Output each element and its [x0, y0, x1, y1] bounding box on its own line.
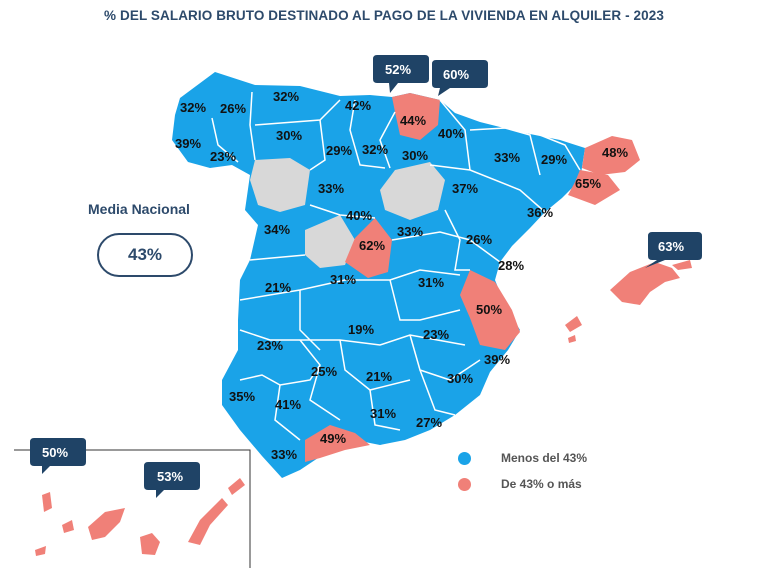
label-a-coruna: 32%: [180, 100, 206, 115]
label-toledo: 31%: [330, 272, 356, 287]
canarias-el-hierro: [35, 546, 46, 556]
label-lugo: 26%: [220, 101, 246, 116]
legend-blue-dot-icon: [458, 451, 471, 465]
callout-canarias-east: 53%: [144, 462, 200, 498]
label-castellon: 28%: [498, 258, 524, 273]
madrid-region: [345, 218, 392, 278]
valencia-region: [460, 270, 520, 350]
label-cadiz: 33%: [271, 447, 297, 462]
legend-red-dot-icon: [458, 477, 471, 491]
label-huesca: 33%: [494, 150, 520, 165]
label-almeria: 27%: [416, 415, 442, 430]
label-barcelona: 65%: [575, 176, 601, 191]
label-valladolid: 33%: [318, 181, 344, 196]
label-cordoba: 25%: [311, 364, 337, 379]
label-burgos: 32%: [362, 142, 388, 157]
canarias-lanzarote: [228, 478, 245, 495]
label-navarra: 40%: [438, 126, 464, 141]
label-ourense: 23%: [210, 149, 236, 164]
callout-baleares-value: 63%: [658, 239, 684, 254]
label-leon: 30%: [276, 128, 302, 143]
label-jaen: 21%: [366, 369, 392, 384]
girona-region: [582, 136, 640, 175]
label-badajoz: 23%: [257, 338, 283, 353]
label-cuenca: 31%: [418, 275, 444, 290]
label-girona: 48%: [602, 145, 628, 160]
label-alicante: 39%: [484, 352, 510, 367]
label-asturias: 32%: [273, 89, 299, 104]
baleares-mallorca: [610, 262, 680, 305]
label-lleida: 29%: [541, 152, 567, 167]
malaga-region: [305, 425, 370, 462]
legend-red-label: De 43% o más: [501, 477, 582, 491]
canarias-inset-border: [14, 449, 251, 568]
zamora-region: [250, 158, 310, 212]
legend-item-red: De 43% o más: [458, 477, 582, 491]
legend-blue-label: Menos del 43%: [501, 451, 588, 465]
label-ciudad-real: 19%: [348, 322, 374, 337]
baleares-formentera: [568, 335, 576, 343]
label-teruel: 26%: [466, 232, 492, 247]
canarias-la-gomera: [62, 520, 74, 533]
label-valencia: 50%: [476, 302, 502, 317]
label-cantabria: 42%: [345, 98, 371, 113]
baleares-ibiza: [565, 316, 582, 332]
label-granada: 31%: [370, 406, 396, 421]
callout-gipuzkoa-value: 60%: [443, 67, 469, 82]
label-tarragona: 36%: [527, 205, 553, 220]
soria-region: [380, 162, 445, 220]
label-murcia: 30%: [447, 371, 473, 386]
canarias-fuerteventura: [188, 498, 228, 545]
callout-baleares: 63%: [645, 232, 702, 268]
label-zaragoza: 37%: [452, 181, 478, 196]
callout-bizkaia: 52%: [373, 55, 429, 93]
label-pontevedra: 39%: [175, 136, 201, 151]
callout-gipuzkoa: 60%: [432, 60, 488, 96]
province-labels: 32% 26% 32% 42% 39% 23% 30% 29% 32% 44% …: [175, 89, 628, 462]
avila-region: [305, 215, 355, 268]
label-la-rioja: 30%: [402, 148, 428, 163]
label-sevilla: 41%: [275, 397, 301, 412]
canarias-gran-canaria: [140, 533, 160, 555]
callout-canarias-east-value: 53%: [157, 469, 183, 484]
label-alava: 44%: [400, 113, 426, 128]
baleares-menorca: [672, 260, 692, 270]
callout-canarias-west: 50%: [30, 438, 86, 474]
barcelona-region: [568, 170, 620, 205]
callout-canarias-west-value: 50%: [42, 445, 68, 460]
canarias-la-palma: [42, 492, 52, 512]
province-borders: [211, 91, 581, 441]
label-huelva: 35%: [229, 389, 255, 404]
label-palencia: 29%: [326, 143, 352, 158]
label-caceres: 21%: [265, 280, 291, 295]
legend-item-blue: Menos del 43%: [458, 451, 587, 465]
label-segovia: 40%: [346, 208, 372, 223]
label-salamanca: 34%: [264, 222, 290, 237]
label-guadalajara: 33%: [397, 224, 423, 239]
label-madrid: 62%: [359, 238, 385, 253]
canarias-tenerife: [88, 508, 125, 540]
label-malaga: 49%: [320, 431, 346, 446]
map-title: % DEL SALARIO BRUTO DESTINADO AL PAGO DE…: [104, 8, 664, 23]
label-albacete: 23%: [423, 327, 449, 342]
media-nacional-value: 43%: [97, 233, 193, 277]
callout-bizkaia-value: 52%: [385, 62, 411, 77]
pais-vasco-region: [392, 93, 440, 140]
media-nacional-label: Media Nacional: [88, 201, 190, 217]
